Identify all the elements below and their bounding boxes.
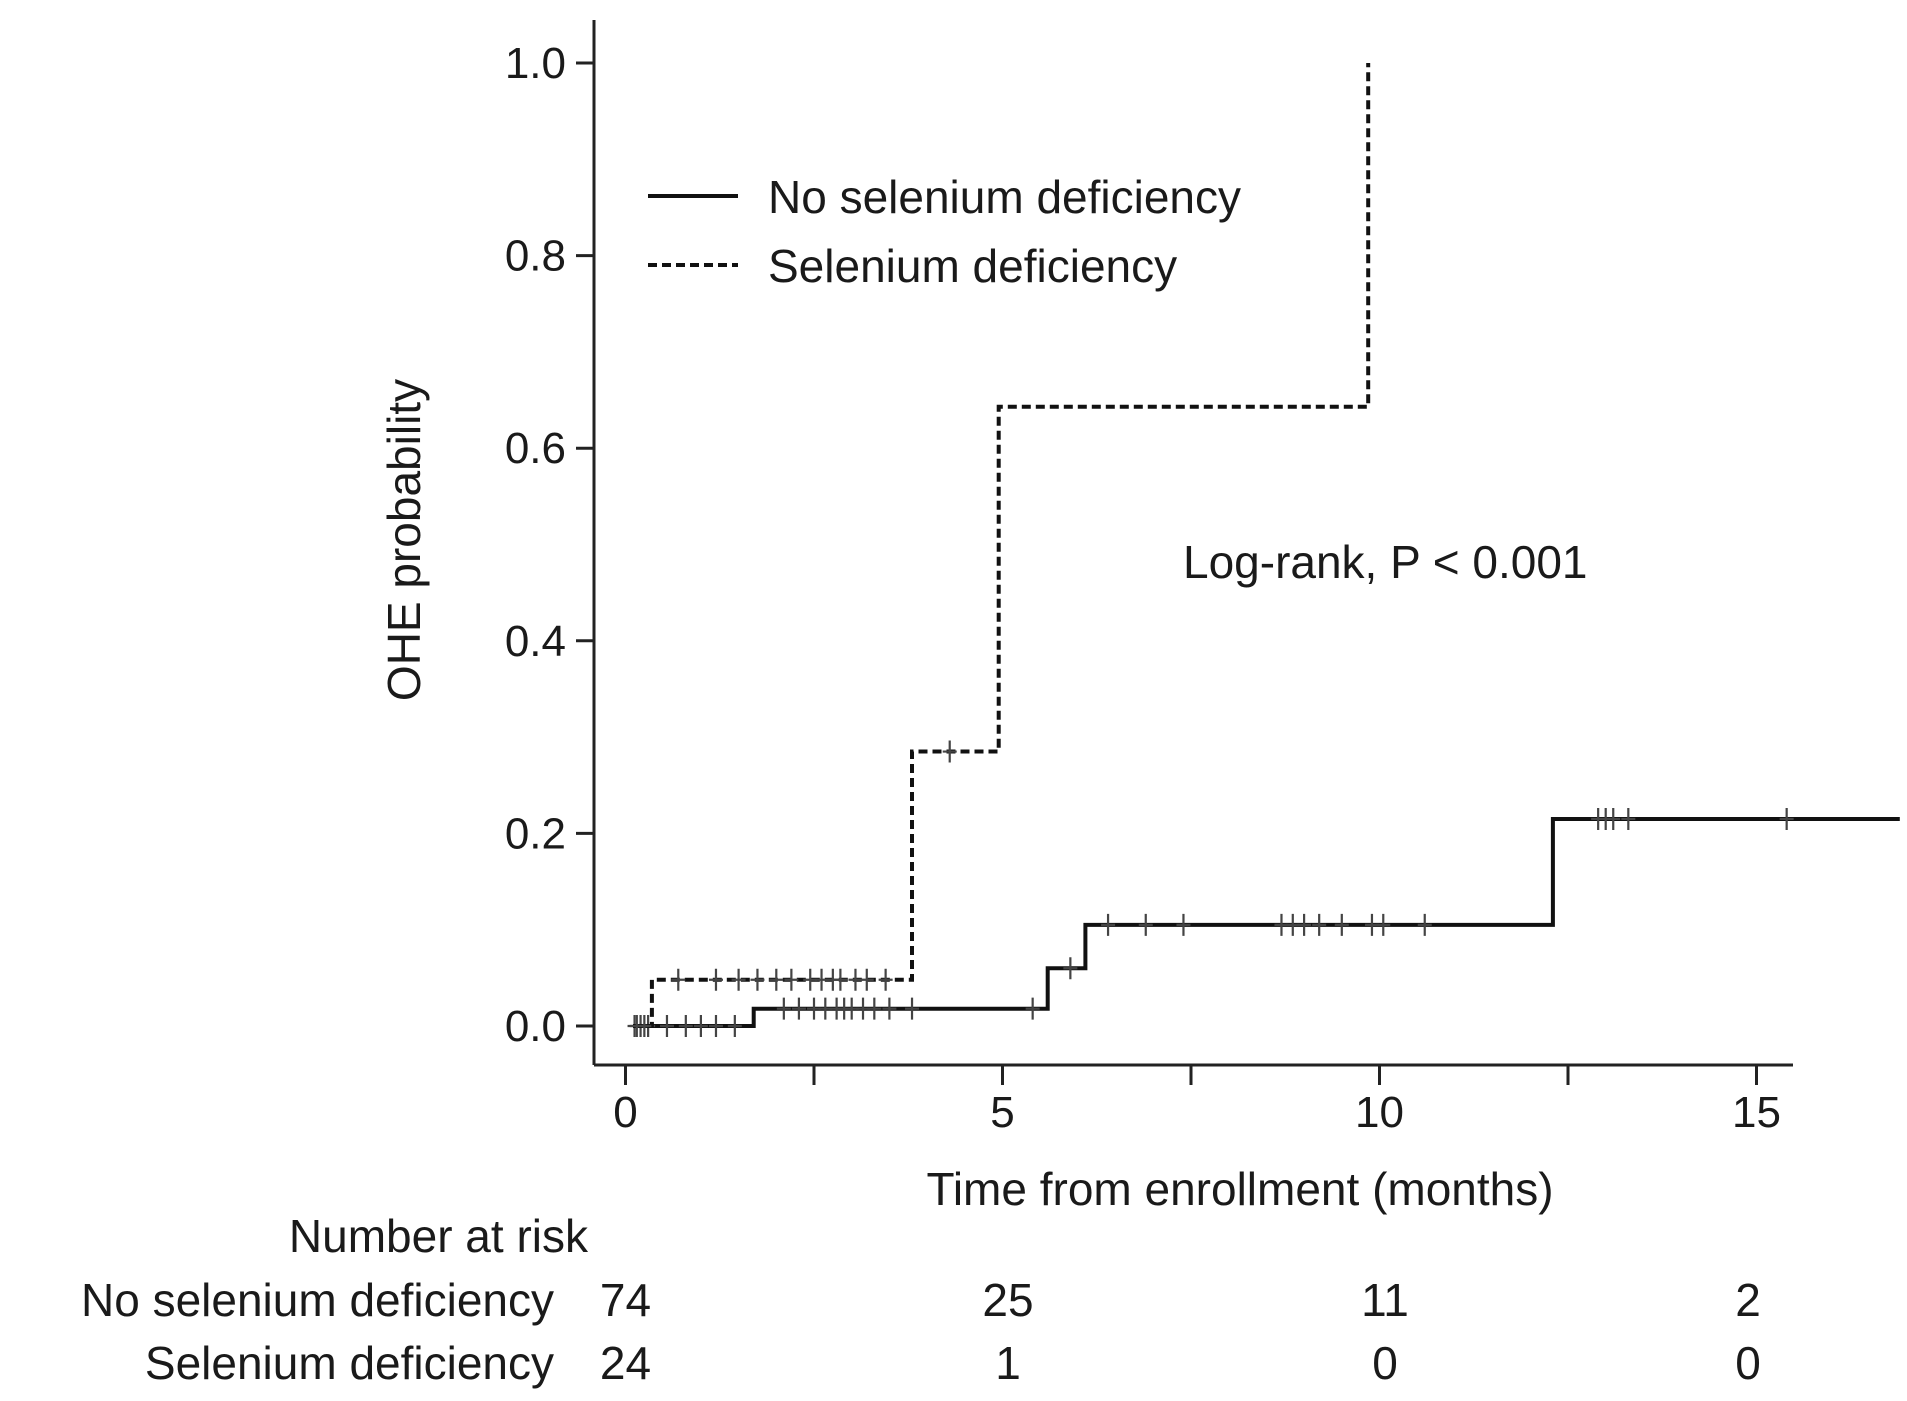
censor-mark bbox=[1176, 913, 1191, 936]
y-ticks: 0.0 0.2 0.4 0.6 0.8 1.0 bbox=[505, 39, 594, 1051]
censor-mark bbox=[1312, 913, 1327, 936]
censor-mark bbox=[731, 968, 746, 991]
risk-count: 0 bbox=[1735, 1337, 1761, 1389]
risk-count: 25 bbox=[982, 1274, 1033, 1326]
censor-mark bbox=[708, 1015, 723, 1037]
censor-mark bbox=[727, 1015, 742, 1037]
y-axis-title: OHE probability bbox=[378, 379, 430, 701]
y-tick-label: 1.0 bbox=[505, 39, 566, 88]
risk-count: 0 bbox=[1372, 1337, 1398, 1389]
risk-row-name-no-selenium-deficiency: No selenium deficiency bbox=[81, 1274, 554, 1326]
x-tick-label: 5 bbox=[990, 1088, 1014, 1137]
risk-count: 24 bbox=[600, 1337, 651, 1389]
censor-mark bbox=[659, 1015, 674, 1037]
y-tick-label: 0.4 bbox=[505, 617, 566, 666]
censor-mark bbox=[1621, 807, 1636, 830]
censor-mark bbox=[678, 1015, 693, 1037]
risk-row-name-selenium-deficiency: Selenium deficiency bbox=[145, 1337, 554, 1389]
series-layer bbox=[627, 63, 1900, 1037]
x-axis-title: Time from enrollment (months) bbox=[926, 1163, 1553, 1215]
x-ticks: 0 5 10 15 bbox=[613, 1065, 1781, 1137]
censor-mark bbox=[1138, 913, 1153, 936]
censor-mark bbox=[776, 997, 791, 1020]
series-line-selenium-deficiency bbox=[633, 63, 1371, 1028]
censor-mark bbox=[905, 997, 920, 1020]
risk-table: Number at risk No selenium deficiency Se… bbox=[81, 1210, 1761, 1389]
censor-mark bbox=[1297, 913, 1312, 936]
risk-count: 1 bbox=[995, 1337, 1021, 1389]
censor-mark bbox=[867, 997, 882, 1020]
legend-label-selenium-deficiency: Selenium deficiency bbox=[768, 240, 1177, 292]
censor-mark bbox=[1101, 913, 1116, 936]
censor-mark bbox=[942, 740, 957, 763]
censor-mark bbox=[1417, 913, 1432, 936]
risk-table-title: Number at risk bbox=[289, 1210, 589, 1262]
x-tick-label: 0 bbox=[613, 1088, 637, 1137]
censor-mark bbox=[784, 968, 799, 991]
censor-mark bbox=[1606, 807, 1621, 830]
risk-counts: 74 25 11 2 24 1 0 0 bbox=[600, 1274, 1761, 1389]
series-line-no-selenium-deficiency bbox=[633, 817, 1900, 1028]
series-selenium-deficiency bbox=[629, 63, 1371, 1037]
censor-mark bbox=[750, 968, 765, 991]
censor-mark bbox=[637, 1015, 652, 1037]
legend-label-no-selenium-deficiency: No selenium deficiency bbox=[768, 171, 1241, 223]
censor-mark bbox=[1376, 913, 1391, 936]
censor-mark bbox=[882, 997, 897, 1020]
censor-mark bbox=[878, 968, 893, 991]
censor-mark bbox=[769, 968, 784, 991]
censor-mark bbox=[1779, 807, 1794, 830]
risk-count: 11 bbox=[1361, 1274, 1409, 1326]
log-rank-annotation: Log-rank, P < 0.001 bbox=[1183, 536, 1588, 588]
censor-mark bbox=[1334, 913, 1349, 936]
legend: No selenium deficiency Selenium deficien… bbox=[648, 171, 1241, 292]
series-no-selenium-deficiency bbox=[627, 807, 1900, 1037]
censor-mark bbox=[708, 968, 723, 991]
censor-mark bbox=[833, 968, 848, 991]
risk-count: 2 bbox=[1735, 1274, 1761, 1326]
y-tick-label: 0.2 bbox=[505, 809, 566, 858]
risk-count: 74 bbox=[600, 1274, 651, 1326]
y-tick-label: 0.8 bbox=[505, 232, 566, 281]
y-tick-label: 0.6 bbox=[505, 424, 566, 473]
x-tick-label: 10 bbox=[1355, 1088, 1404, 1137]
censor-mark bbox=[1025, 997, 1040, 1020]
y-tick-label: 0.0 bbox=[505, 1002, 566, 1051]
censor-mark bbox=[859, 968, 874, 991]
censor-mark bbox=[1063, 957, 1078, 980]
x-tick-label: 15 bbox=[1732, 1088, 1781, 1137]
censor-mark bbox=[791, 997, 806, 1020]
axes: 0.0 0.2 0.4 0.6 0.8 1.0 0 5 10 15 bbox=[505, 20, 1793, 1137]
censor-mark bbox=[671, 968, 686, 991]
censor-mark bbox=[693, 1015, 708, 1037]
